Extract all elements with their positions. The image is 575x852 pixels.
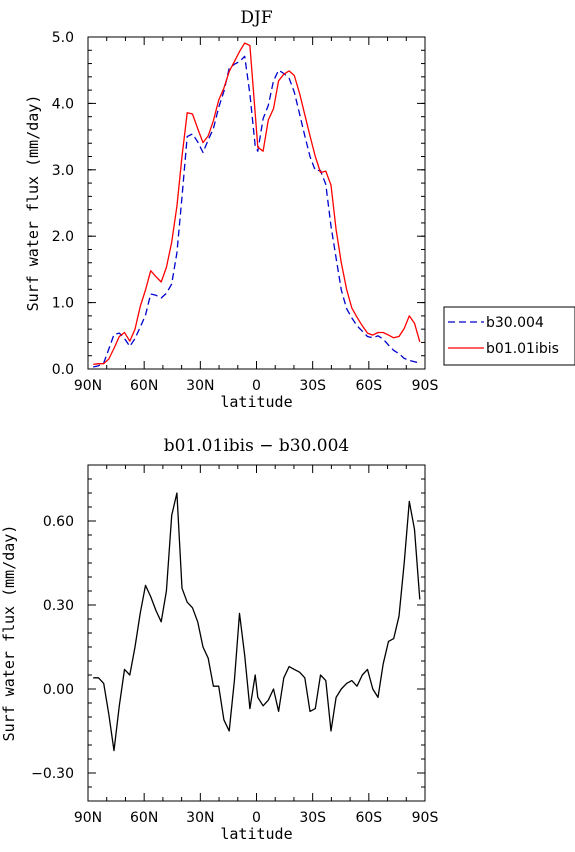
y-tick-label: 4.0 (52, 96, 74, 112)
y-tick-label: 2.0 (52, 229, 74, 245)
x-tick-label: 90S (412, 810, 439, 826)
chart-title: b01.01ibis − b30.004 (164, 436, 349, 456)
y-tick-label: 0.30 (43, 598, 74, 614)
x-tick-label: 60S (355, 378, 382, 394)
x-tick-label: 0 (252, 810, 261, 826)
series-line-b30.004 (93, 55, 420, 368)
series-line-series-1 (93, 492, 421, 752)
x-tick-label: 90S (412, 378, 439, 394)
y-tick-label: 0.60 (43, 514, 74, 530)
chart-title: DJF (240, 8, 272, 28)
panel-1: DJF 90N 60N 30N 0 30S 60S 90S 0.0 1.0 2.0 3.0 4.0 5.0… (24, 8, 575, 411)
x-tick-label: 30N (186, 810, 214, 826)
legend-label: b30.004 (486, 315, 544, 331)
legend-box (443, 306, 575, 366)
y-tick-label: 0.0 (52, 362, 74, 378)
y-tick-label: 1.0 (52, 296, 74, 312)
series-line-b01.01ibis (93, 42, 421, 366)
y-tick-label: −0.30 (31, 766, 74, 782)
x-tick-label: 30S (299, 378, 326, 394)
y-tick-label: 3.0 (52, 163, 74, 179)
plot-frame (87, 464, 426, 802)
y-axis-label: Surf water flux (mm/day) (24, 95, 42, 312)
x-axis-label: latitude (220, 825, 292, 843)
plot-frame (87, 36, 426, 370)
panel-2: b01.01ibis − b30.004 90N 60N 30N 0 30S 60S 90S −… (0, 436, 438, 843)
y-tick-label: 5.0 (52, 30, 74, 46)
legend: b30.004 b01.01ibis (443, 306, 575, 366)
x-axis-label: latitude (220, 393, 292, 411)
x-tick-label: 60N (130, 810, 158, 826)
x-tick-label: 90N (74, 378, 102, 394)
x-tick-label: 30S (299, 810, 326, 826)
x-tick-label: 0 (252, 378, 261, 394)
x-tick-label: 30N (186, 378, 214, 394)
legend-label: b01.01ibis (486, 341, 559, 357)
x-tick-label: 60N (130, 378, 158, 394)
y-axis-label: Surf water flux (mm/day) (0, 525, 18, 742)
y-tick-label: 0.00 (43, 682, 74, 698)
x-tick-label: 90N (74, 810, 102, 826)
x-tick-label: 60S (355, 810, 382, 826)
